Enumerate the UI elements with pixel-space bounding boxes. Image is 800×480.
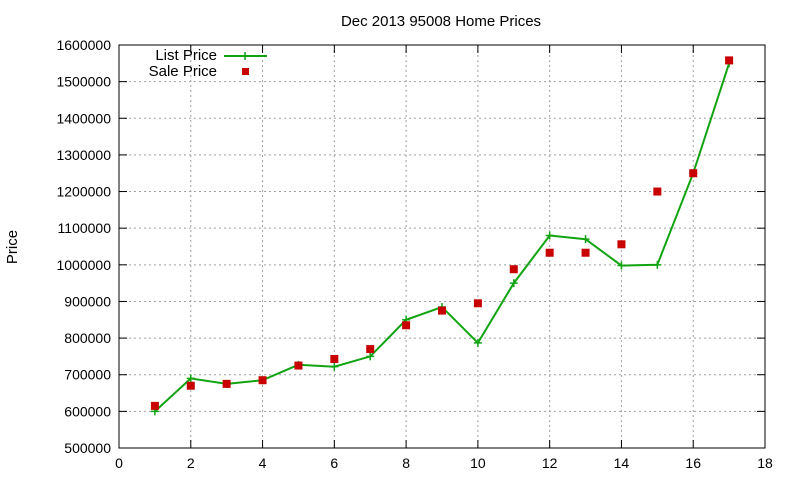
y-tick-label: 1500000 bbox=[56, 74, 111, 90]
legend-marker-list-price bbox=[241, 52, 249, 60]
data-point-list-price bbox=[509, 279, 518, 288]
axis-ticks: 500000 600000 700000 800000 900000 1000000 110… bbox=[56, 37, 773, 471]
data-point-list-price bbox=[330, 362, 339, 371]
x-tick-label: 4 bbox=[259, 455, 267, 471]
y-tick-label: 1600000 bbox=[56, 37, 111, 53]
legend: List Price Sale Price bbox=[149, 47, 267, 80]
data-point-sale-price bbox=[689, 169, 698, 178]
data-point-list-price bbox=[473, 338, 482, 347]
data-point-sale-price bbox=[294, 361, 303, 370]
x-tick-label: 12 bbox=[542, 455, 558, 471]
data-point-sale-price bbox=[473, 299, 482, 308]
data-point-sale-price bbox=[653, 187, 662, 196]
series-layer bbox=[150, 56, 734, 416]
x-tick-label: 18 bbox=[757, 455, 773, 471]
data-point-list-price bbox=[653, 260, 662, 269]
data-point-list-price bbox=[366, 352, 375, 361]
data-point-sale-price bbox=[545, 248, 554, 257]
x-tick-label: 2 bbox=[187, 455, 195, 471]
series-line-list-price bbox=[154, 62, 731, 413]
data-point-sale-price bbox=[330, 354, 339, 363]
y-tick-label: 800000 bbox=[64, 330, 111, 346]
data-point-sale-price bbox=[366, 345, 375, 354]
data-point-sale-price bbox=[222, 379, 231, 388]
data-point-sale-price bbox=[725, 56, 734, 65]
chart-title: Dec 2013 95008 Home Prices bbox=[341, 13, 541, 30]
y-tick-label: 1400000 bbox=[56, 110, 111, 126]
data-point-list-price bbox=[186, 374, 195, 383]
data-point-list-price bbox=[617, 261, 626, 270]
y-tick-label: 1000000 bbox=[56, 257, 111, 273]
y-tick-label: 700000 bbox=[64, 367, 111, 383]
x-tick-label: 8 bbox=[402, 455, 410, 471]
x-tick-label: 0 bbox=[115, 455, 123, 471]
grid-lines bbox=[119, 45, 765, 448]
plot-area-border bbox=[118, 44, 766, 449]
y-tick-label: 900000 bbox=[64, 293, 111, 309]
y-tick-label: 500000 bbox=[64, 440, 111, 456]
x-tick-label: 16 bbox=[685, 455, 701, 471]
data-point-sale-price bbox=[186, 381, 195, 390]
data-point-sale-price bbox=[438, 306, 446, 315]
data-point-sale-price bbox=[617, 240, 626, 249]
y-tick-label: 1200000 bbox=[56, 184, 111, 200]
y-tick-label: 600000 bbox=[64, 403, 111, 419]
data-point-sale-price bbox=[402, 321, 411, 330]
data-point-sale-price bbox=[509, 265, 518, 274]
data-point-list-price bbox=[581, 235, 590, 244]
data-point-list-price bbox=[545, 231, 554, 240]
y-tick-label: 1300000 bbox=[56, 147, 111, 163]
legend-label-sale-price: Sale Price bbox=[149, 63, 217, 80]
x-tick-label: 14 bbox=[614, 455, 630, 471]
y-axis-label: Price bbox=[4, 230, 21, 264]
y-tick-label: 1100000 bbox=[58, 220, 112, 236]
legend-marker-sale-price bbox=[242, 68, 249, 75]
legend-label-list-price: List Price bbox=[155, 47, 217, 64]
x-tick-label: 6 bbox=[330, 455, 338, 471]
data-point-sale-price bbox=[150, 401, 159, 410]
data-point-sale-price bbox=[581, 248, 590, 257]
x-tick-label: 10 bbox=[470, 455, 486, 471]
data-point-sale-price bbox=[258, 376, 267, 385]
